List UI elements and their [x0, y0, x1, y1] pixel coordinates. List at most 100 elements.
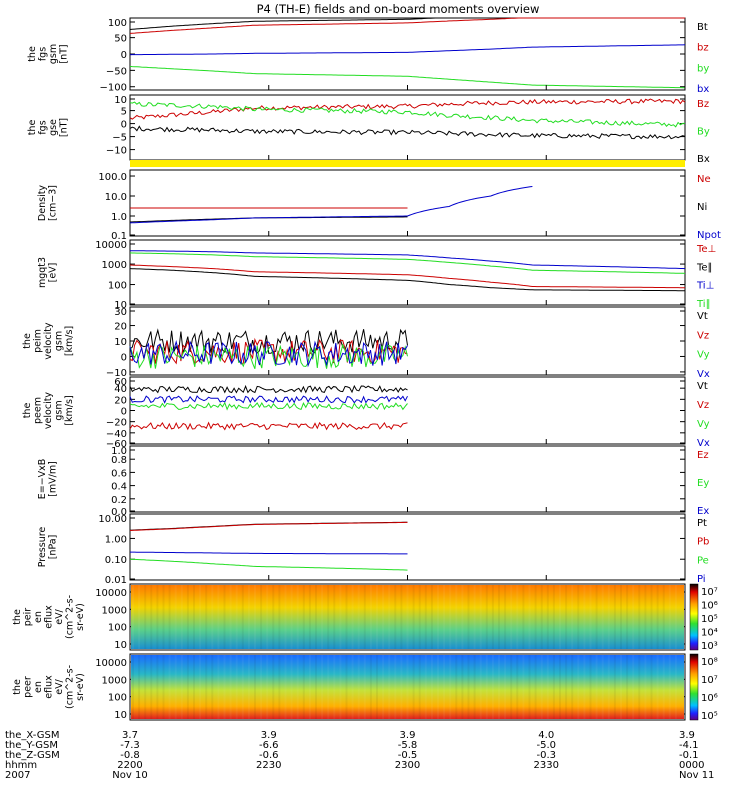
spectrogram-streak: [638, 655, 641, 719]
spectrogram-streak: [351, 655, 354, 719]
y-tick-label: 100: [108, 281, 127, 292]
y-axis-label: [km/s]: [64, 326, 75, 356]
spectrogram-streak: [510, 585, 513, 649]
y-axis-label: Pressure: [37, 527, 48, 568]
series-line-Pe: [129, 558, 408, 571]
y-tick-label: 1.0: [111, 212, 127, 223]
series-line-Bx: [129, 125, 686, 140]
spectrogram-streak: [559, 585, 561, 649]
y-axis-label: fgs: [38, 120, 49, 134]
spectrogram-streak: [674, 585, 677, 649]
series-line-Vx: [129, 395, 408, 404]
spectrogram-streak: [473, 585, 476, 649]
spectrogram-streak: [540, 585, 543, 649]
spectrogram-streak: [223, 585, 226, 649]
spectrogram-streak: [491, 655, 494, 719]
series-line-Vz: [129, 421, 408, 431]
panel-pressure: Pressure [nPa] 10.00 1.00 0.10 0.01 Pt Pb Pe Pi: [37, 513, 709, 586]
y-tick-label: 60: [114, 377, 127, 388]
legend-label: By: [697, 127, 710, 138]
series-line-Pi: [130, 551, 408, 555]
spectrogram-streak: [461, 655, 464, 719]
spectrogram-streak: [363, 655, 366, 719]
spectrogram-streak: [418, 585, 421, 649]
footer-value: -0.3: [536, 750, 556, 761]
series-line-Ti∥: [129, 252, 686, 274]
spectrogram-streak: [363, 585, 366, 649]
spectrogram-streak: [467, 585, 470, 649]
spectrogram-streak: [559, 655, 561, 719]
legend-label: Pb: [697, 537, 709, 548]
spectrogram-streak: [607, 585, 610, 649]
spectrogram-streak: [205, 655, 208, 719]
series-line-Te∥: [129, 268, 685, 292]
colorbar-label: 10⁷: [701, 587, 718, 598]
legend-label: Ti⊥: [696, 281, 714, 292]
series-line-Npot: [129, 186, 533, 224]
spectrogram-streak: [650, 585, 653, 649]
panel-frame: [129, 653, 686, 721]
spectrogram-streak: [552, 655, 555, 719]
colorbar-label: 10⁶: [701, 601, 718, 612]
spectrogram-streak: [376, 585, 378, 649]
panel-peer-spectrogram: the peer en eflux eV/(cm^2-s-sr-eV) 10000 1000…: [12, 653, 718, 722]
spectrogram-streak: [333, 585, 336, 649]
legend-label: Ti∥: [696, 299, 711, 310]
y-axis-label: velocity: [43, 322, 54, 360]
spectrogram-streak: [315, 585, 317, 649]
spectrogram-streak: [656, 585, 659, 649]
y-tick-label: 10000: [95, 240, 127, 251]
footer-row-label: the_X-GSM: [5, 730, 59, 741]
colorbar-label: 10⁵: [701, 711, 718, 722]
footer-value: 2230: [256, 760, 281, 771]
panel-efield: E=−VxB [mV/m] 1.00.8 0.6 0.4 0.20.0 Ez Ey Ex: [37, 445, 709, 518]
spectrogram-streak: [522, 585, 525, 649]
spectrogram-streak: [552, 585, 555, 649]
spectrogram-streak: [571, 585, 574, 649]
spectrogram-streak: [601, 655, 604, 719]
spectrogram-streak: [498, 585, 500, 649]
spectrogram-streak: [644, 585, 647, 649]
spectrogram-streak: [430, 585, 433, 649]
panel-frame: [129, 376, 686, 445]
spectrogram-streak: [626, 655, 629, 719]
spectrogram-streak: [522, 655, 525, 719]
spectrogram-streak: [626, 585, 629, 649]
spectrogram-streak: [223, 655, 226, 719]
y-axis-label: peem: [33, 397, 44, 424]
spectrogram-streak: [583, 655, 586, 719]
spectrogram-streak: [443, 585, 446, 649]
spectrogram-image: [131, 585, 684, 649]
spectrogram-streak: [369, 655, 372, 719]
series-line-Vt: [129, 384, 408, 394]
spectrogram-streak: [632, 655, 635, 719]
spectrogram-streak: [620, 655, 622, 719]
footer-value: -6.6: [259, 740, 279, 751]
spectrogram-streak: [302, 655, 305, 719]
legend-label: Ex: [697, 506, 709, 517]
spectrogram-streak: [168, 655, 171, 719]
footer-value: -5.0: [536, 740, 556, 751]
spectrogram-streak: [644, 655, 647, 719]
spectrogram-streak: [278, 655, 281, 719]
spectrogram-streak: [296, 655, 299, 719]
y-tick-label: 0: [121, 50, 127, 61]
y-tick-label: 10.0: [105, 192, 127, 203]
spectrogram-streak: [504, 585, 507, 649]
spectrogram-streak: [339, 655, 342, 719]
spectrogram-streak: [302, 585, 305, 649]
panel-fgs-gsm: the fgs gsm [nT] 100 50 0 −50 −100 Bt bz by bx: [27, 17, 709, 95]
spectrogram-streak: [235, 585, 238, 649]
spectrogram-streak: [308, 585, 311, 649]
spectrogram-streak: [577, 655, 580, 719]
spectrogram-streak: [400, 585, 403, 649]
footer-value: -5.8: [398, 740, 418, 751]
spectrogram-streak: [467, 655, 470, 719]
y-tick-label: 10: [114, 95, 127, 106]
y-tick-label: 1.00: [105, 534, 127, 545]
y-tick-label: 5: [121, 107, 127, 118]
spectrogram-streak: [668, 585, 671, 649]
y-axis-label: [nPa]: [48, 535, 59, 560]
